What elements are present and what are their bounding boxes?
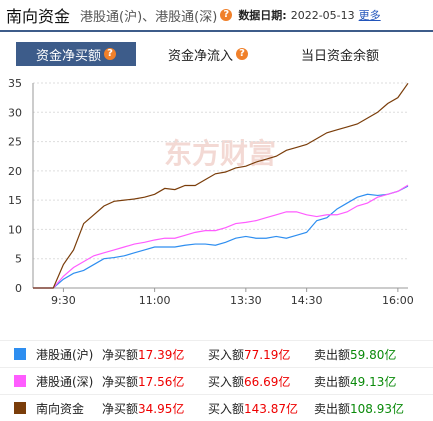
net-value: 17.39亿 xyxy=(138,347,185,362)
y-tick-label: 15 xyxy=(8,194,22,207)
sell-value: 59.80亿 xyxy=(350,347,397,362)
subtitle: 港股通(沪)、港股通(深) xyxy=(80,9,218,25)
title: 南向资金 xyxy=(6,7,71,26)
x-tick-label: 9:30 xyxy=(51,294,76,307)
series-line xyxy=(33,82,409,289)
x-tick-label: 13:30 xyxy=(230,294,262,307)
help-icon[interactable]: ? xyxy=(104,48,116,60)
tab-label: 资金净流入 xyxy=(167,48,233,64)
tabs: 资金净买额? 资金净流入? 当日资金余额 xyxy=(16,42,416,66)
tab-label: 资金净买额 xyxy=(35,48,101,64)
buy-value: 143.87亿 xyxy=(244,401,298,416)
help-icon[interactable]: ? xyxy=(220,9,233,21)
header: 南向资金 港股通(沪)、港股通(深) ? 数据日期: 2022-05-13 更多 xyxy=(0,0,433,32)
legend-name: 港股通(深) xyxy=(36,374,94,389)
buy-label: 买入额 xyxy=(208,347,245,362)
tab[interactable]: 资金净流入? xyxy=(148,42,268,66)
sell-label: 卖出额 xyxy=(314,347,351,362)
y-tick-label: 35 xyxy=(8,77,22,90)
series-line xyxy=(33,184,409,289)
legend-swatch xyxy=(14,375,26,387)
chart: 东方财富 0 5 10 15 20 25 30 35 9:30 11:00 13:30 14:30 16:… xyxy=(8,77,414,307)
sell-label: 卖出额 xyxy=(314,401,351,416)
buy-value: 66.69亿 xyxy=(244,374,291,389)
legend-row: 南向资金 净买额 34.95亿 买入额 143.87亿 卖出额 108.93亿 xyxy=(0,394,433,421)
series-line xyxy=(33,185,409,289)
y-tick-label: 30 xyxy=(8,106,22,119)
x-tick-label: 11:00 xyxy=(139,294,171,307)
legend-name: 南向资金 xyxy=(36,401,85,416)
net-label: 净买额 xyxy=(102,401,139,416)
help-icon[interactable]: ? xyxy=(236,48,248,60)
y-tick-label: 0 xyxy=(15,282,22,295)
buy-value: 77.19亿 xyxy=(244,347,291,362)
buy-label: 买入额 xyxy=(208,374,245,389)
legend-swatch xyxy=(14,348,26,360)
tab-label: 当日资金余额 xyxy=(300,48,379,64)
sell-value: 49.13亿 xyxy=(350,374,397,389)
net-label: 净买额 xyxy=(102,347,139,362)
tab[interactable]: 当日资金余额 xyxy=(280,42,400,66)
legend-row: 港股通(沪) 净买额 17.39亿 买入额 77.19亿 卖出额 59.80亿 xyxy=(0,340,433,367)
date-label: 数据日期: xyxy=(238,9,287,22)
y-tick-label: 20 xyxy=(8,165,22,178)
x-tick-label: 14:30 xyxy=(291,294,323,307)
sell-value: 108.93亿 xyxy=(350,401,404,416)
y-tick-label: 10 xyxy=(8,223,22,236)
net-value: 34.95亿 xyxy=(138,401,185,416)
more-link[interactable]: 更多 xyxy=(358,9,381,22)
buy-label: 买入额 xyxy=(208,401,245,416)
date: 2022-05-13 xyxy=(290,8,355,22)
y-tick-label: 5 xyxy=(15,253,22,266)
sell-label: 卖出额 xyxy=(314,374,351,389)
legend-row: 港股通(深) 净买额 17.56亿 买入额 66.69亿 卖出额 49.13亿 xyxy=(0,367,433,394)
net-value: 17.56亿 xyxy=(138,374,185,389)
y-tick-label: 25 xyxy=(8,136,22,149)
summary-table: 港股通(沪) 净买额 17.39亿 买入额 77.19亿 卖出额 59.80亿 港股通(深) 净… xyxy=(0,340,433,421)
legend-swatch xyxy=(14,402,26,414)
legend-name: 港股通(沪) xyxy=(36,347,94,362)
net-label: 净买额 xyxy=(102,374,139,389)
tab[interactable]: 资金净买额? xyxy=(16,42,136,66)
watermark: 东方财富 xyxy=(164,137,276,170)
x-tick-label: 16:00 xyxy=(382,294,414,307)
